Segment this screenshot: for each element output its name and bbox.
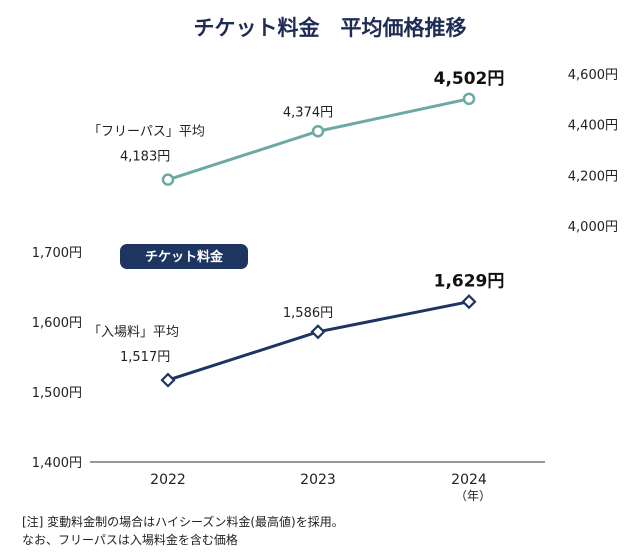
admission-value-label: 1,586円 [283, 306, 333, 321]
left-ytick-label: 1,400円 [32, 456, 82, 471]
x-tick-label: 2023 [300, 472, 336, 488]
left-ytick-label: 1,600円 [32, 316, 82, 331]
free_pass-value-label: 4,502円 [434, 69, 505, 89]
ticket-price-badge [120, 244, 248, 269]
free_pass-value-label: 4,183円 [120, 150, 170, 165]
left-ytick-label: 1,500円 [32, 386, 82, 401]
admission-point [160, 372, 176, 388]
note-line-2: なお、フリーパスは入場料金を含む価格 [22, 532, 238, 547]
free_pass-series-label: 「フリーパス」平均 [88, 125, 205, 140]
right-ytick-label: 4,000円 [568, 220, 618, 235]
admission-point [461, 294, 477, 310]
right-ytick-label: 4,400円 [568, 119, 618, 134]
free_pass-value-label: 4,374円 [283, 105, 333, 120]
free_pass-point [161, 173, 175, 186]
x-tick-label: 2024 [451, 472, 487, 488]
admission-value-label: 1,629円 [434, 272, 505, 292]
admission-point [310, 324, 326, 340]
right-ytick-label: 4,600円 [568, 68, 618, 83]
chart-title: チケット料金 平均価格推移 [194, 16, 467, 40]
ticket-price-badge-label: チケット料金 [145, 249, 224, 265]
x-tick-label: 2022 [150, 472, 186, 488]
x-axis-unit: （年） [455, 489, 491, 503]
left-ytick-label: 1,700円 [32, 246, 82, 261]
admission-value-label: 1,517円 [120, 350, 170, 365]
right-ytick-label: 4,200円 [568, 169, 618, 184]
free_pass-point [462, 92, 476, 106]
free_pass-point [311, 125, 325, 138]
admission-series-label: 「入場料」平均 [88, 325, 179, 340]
note-line-1: [注] 変動料金制の場合はハイシーズン料金(最高値)を採用。 [22, 514, 344, 529]
